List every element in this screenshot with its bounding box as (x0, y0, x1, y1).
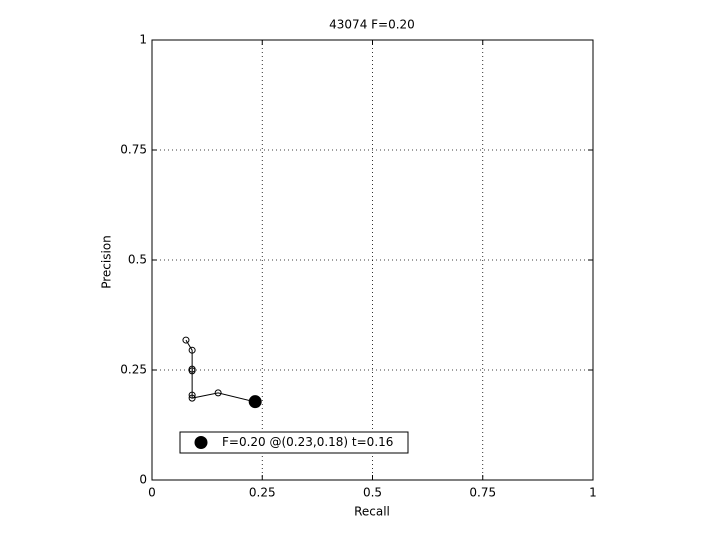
point-marker (188, 394, 196, 402)
x-tick-label: 1 (589, 486, 597, 500)
point-marker (188, 391, 196, 399)
y-tick-label: 1 (139, 33, 147, 47)
chart-title: 43074 F=0.20 (329, 18, 415, 32)
best-point (248, 395, 262, 409)
y-axis-label: Precision (100, 235, 114, 289)
point-marker (188, 367, 196, 375)
x-tick-label: 0.5 (363, 486, 382, 500)
y-tick-label: 0.75 (120, 143, 147, 157)
x-tick-label: 0.75 (469, 486, 496, 500)
point-marker (214, 389, 222, 397)
legend-marker (194, 436, 208, 449)
legend-label: F=0.20 @(0.23,0.18) t=0.16 (222, 435, 393, 449)
point-marker (182, 336, 190, 344)
x-axis-label: Recall (354, 505, 390, 519)
legend-box (179, 431, 409, 454)
x-tick-label: 0.25 (249, 486, 276, 500)
y-tick-label: 0.5 (128, 253, 147, 267)
y-tick-label: 0 (139, 473, 147, 487)
axes-box (151, 39, 594, 481)
point-marker (188, 346, 196, 354)
x-tick-label: 0 (148, 486, 156, 500)
y-tick-label: 0.25 (120, 363, 147, 377)
